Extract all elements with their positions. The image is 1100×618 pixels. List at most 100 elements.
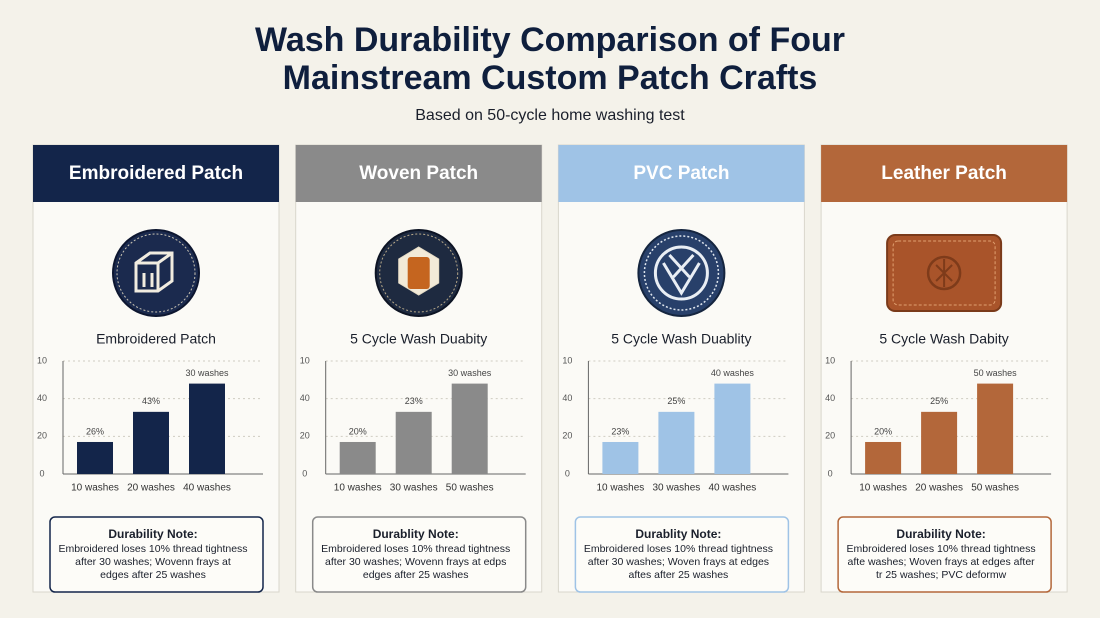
bar — [921, 411, 958, 474]
note-title: Durability Note: — [108, 527, 197, 541]
y-tick-label: 10 — [825, 355, 835, 365]
y-tick-label: 20 — [825, 431, 835, 441]
patch-icon — [407, 257, 430, 289]
bar — [714, 383, 751, 474]
bar — [865, 441, 902, 474]
y-tick-label: 10 — [300, 355, 310, 365]
x-tick-label: 50 washes — [446, 483, 494, 494]
y-tick-label: 40 — [562, 393, 572, 403]
note-title: Durablity Note: — [635, 527, 721, 541]
x-tick-label: 30 washes — [652, 483, 700, 494]
x-tick-label: 10 washes — [334, 483, 382, 494]
chart-title: 5 Cycle Wash Dabity — [879, 331, 1008, 347]
bar — [189, 383, 225, 474]
bar — [451, 383, 488, 474]
chart-title: Embroidered Patch — [96, 331, 216, 347]
note-line: after 30 washes; Woven frays at edges — [588, 556, 769, 568]
subtitle: Based on 50-cycle home washing test — [415, 107, 685, 124]
x-tick-label: 10 washes — [71, 483, 119, 494]
x-tick-label: 40 washes — [708, 483, 756, 494]
x-tick-label: 10 washes — [596, 483, 644, 494]
patch-icon — [926, 255, 962, 291]
x-tick-label: 30 washes — [390, 483, 438, 494]
y-tick-label: 20 — [300, 431, 310, 441]
bar — [395, 411, 432, 474]
bar — [658, 411, 695, 474]
panel-header-text: Leather Patch — [881, 163, 1007, 184]
note-line: Embroidered loses 10% thread tightness — [321, 543, 510, 555]
chart-title: 5 Cycle Wash Duablity — [611, 331, 751, 347]
note-line: afte washes; Woven frays at edges after — [848, 556, 1036, 568]
y-tick-label: 40 — [825, 393, 835, 403]
note-line: Embroidered loses 10% thread tightness — [58, 543, 247, 555]
note-box — [49, 516, 264, 593]
panel-header-text: Embroidered Patch — [69, 163, 243, 184]
bar-annotation: 23% — [611, 426, 629, 436]
note-line: after 30 washes; Wovenn frays at edps — [325, 556, 506, 568]
note-box — [574, 516, 790, 593]
patch-icon — [892, 240, 996, 306]
panel: Woven Patch 5 Cycle Wash Duabity 0 20 40 10 20… — [295, 144, 543, 593]
bar-annotation: 30 washes — [448, 368, 492, 378]
bar — [339, 441, 376, 474]
note-line: Embroidered loses 10% thread tightness — [847, 543, 1036, 555]
panel-header — [821, 145, 1068, 202]
note-line: Embroidered loses 10% thread tightness — [584, 543, 773, 555]
x-tick-label: 20 washes — [127, 483, 175, 494]
chart-title: 5 Cycle Wash Duabity — [350, 331, 487, 347]
note-line: tr 25 washes; PVC deformw — [876, 569, 1007, 581]
x-tick-label: 20 washes — [915, 483, 963, 494]
note-box — [837, 516, 1052, 593]
y-tick-label: 20 — [562, 431, 572, 441]
y-tick-label: 10 — [37, 355, 47, 365]
bar — [133, 411, 169, 474]
note-line: edges after 25 washes — [100, 569, 206, 581]
panel-header — [295, 145, 542, 202]
title-line: Wash Durability Comparison of Four — [255, 21, 845, 59]
patch-icon — [643, 235, 720, 311]
title-line: Mainstream Custom Patch Crafts — [283, 59, 818, 97]
note-title: Durablity Note: — [373, 527, 459, 541]
bar — [602, 441, 639, 474]
x-tick-label: 40 washes — [183, 483, 231, 494]
bar-annotation: 23% — [405, 396, 423, 406]
x-tick-label: 10 washes — [859, 483, 907, 494]
panel-header — [33, 145, 279, 202]
patch-icon — [662, 253, 701, 296]
note-line: aftes after 25 washes — [628, 569, 728, 581]
panel: Embroidered Patch Embroidered Patch 0 20 40 1… — [32, 144, 280, 593]
bar — [977, 383, 1014, 474]
patch-icon — [637, 229, 726, 317]
y-tick-label: 10 — [562, 355, 572, 365]
x-tick-label: 50 washes — [971, 483, 1019, 494]
y-tick-label: 40 — [37, 393, 47, 403]
y-tick-label: 0 — [565, 468, 570, 478]
patch-icon — [112, 229, 200, 317]
panel-header-text: PVC Patch — [633, 163, 729, 184]
patch-icon — [116, 233, 196, 313]
y-tick-label: 0 — [302, 468, 307, 478]
patch-icon — [653, 245, 709, 301]
y-tick-label: 0 — [828, 468, 833, 478]
panel: PVC Patch 5 Cycle Wash Duablity 0 20 40 10 23%… — [557, 144, 805, 593]
bar-annotation: 20% — [874, 426, 892, 436]
bar — [77, 441, 113, 474]
bar-annotation: 50 washes — [974, 368, 1018, 378]
patch-icon — [935, 259, 953, 287]
panel-header-text: Woven Patch — [359, 163, 478, 184]
note-line: edges after 25 washes — [363, 569, 469, 581]
patch-icon — [379, 233, 459, 313]
note-line: after 30 washes; Wovenn frays at — [75, 556, 231, 568]
y-tick-label: 20 — [37, 431, 47, 441]
note-title: Durability Note: — [896, 527, 985, 541]
note-box — [311, 516, 527, 593]
bar-annotation: 20% — [349, 426, 367, 436]
y-tick-label: 40 — [300, 393, 310, 403]
bar-annotation: 43% — [142, 396, 160, 406]
bar-annotation: 40 washes — [711, 368, 755, 378]
y-tick-label: 0 — [39, 468, 44, 478]
patch-icon — [134, 251, 174, 293]
panel-header — [558, 145, 805, 202]
bar-annotation: 25% — [667, 396, 685, 406]
